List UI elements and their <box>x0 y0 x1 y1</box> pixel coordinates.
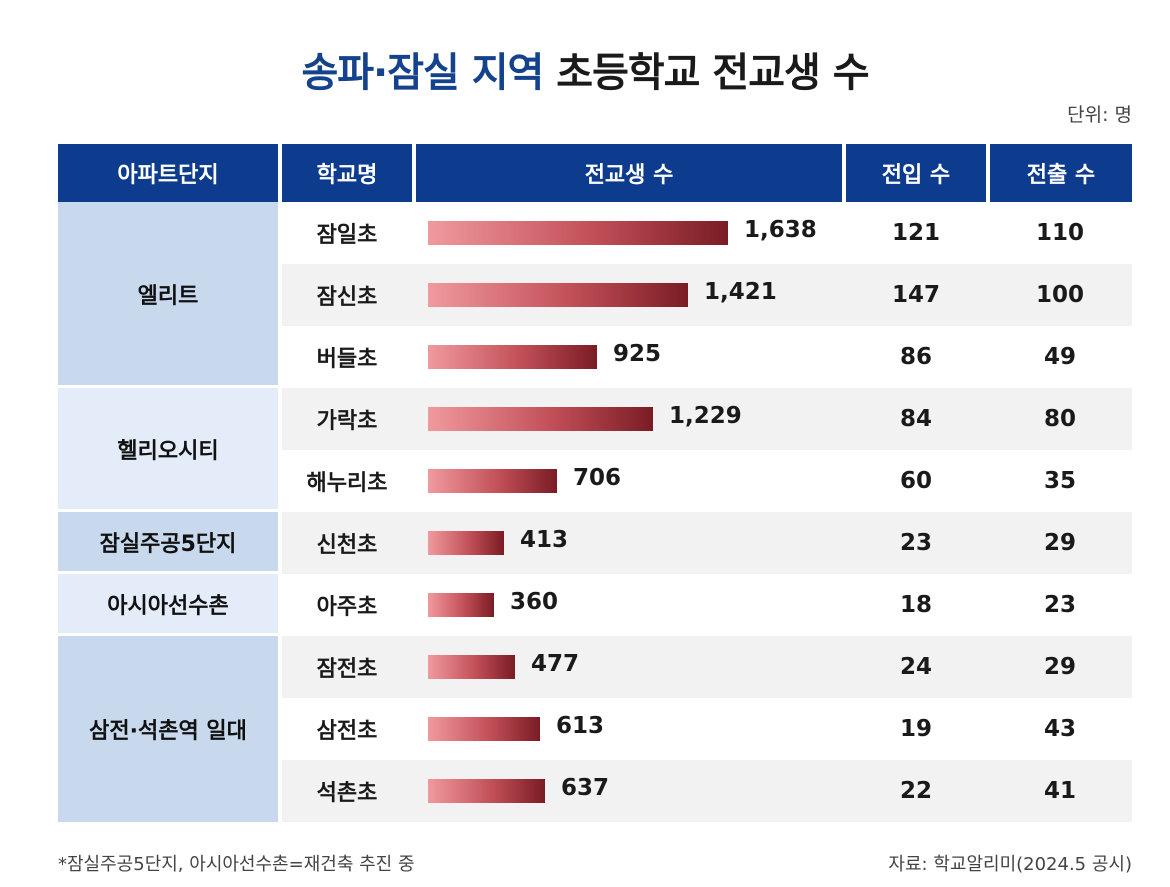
unit-label: 단위: 명 <box>1067 104 1132 126</box>
transfer-in-value: 19 <box>899 716 932 742</box>
row-background <box>282 326 1132 388</box>
transfer-out-value: 41 <box>1043 778 1076 804</box>
bar-value-label: 1,421 <box>704 279 777 305</box>
header-transfer-in: 전입 수 <box>846 144 986 202</box>
transfer-out-value: 29 <box>1043 654 1076 680</box>
source-note: 자료: 학교알리미(2024.5 공시) <box>888 854 1132 875</box>
title-rest: 초등학교 전교생 수 <box>543 50 869 96</box>
bar <box>428 717 540 741</box>
title-highlight: 송파·잠실 지역 <box>301 50 544 96</box>
complex-cell: 삼전·석촌역 일대 <box>58 636 278 822</box>
row-background <box>282 698 1132 760</box>
complex-cell: 헬리오시티 <box>58 388 278 509</box>
school-name: 잠일초 <box>316 223 378 248</box>
bar <box>428 345 597 369</box>
transfer-out-value: 29 <box>1043 530 1076 556</box>
bar-value-label: 1,229 <box>669 403 742 429</box>
bar-value-label: 477 <box>531 651 580 677</box>
bar <box>428 531 504 555</box>
transfer-out-value: 43 <box>1043 716 1076 742</box>
header-students: 전교생 수 <box>416 144 842 202</box>
complex-cell: 엘리트 <box>58 202 278 385</box>
transfer-out-value: 100 <box>1035 282 1084 308</box>
bar-value-label: 360 <box>510 589 559 615</box>
bar-value-label: 613 <box>556 713 605 739</box>
school-name: 해누리초 <box>306 471 388 496</box>
complex-cell: 아시아선수촌 <box>58 574 278 633</box>
header-school: 학교명 <box>282 144 412 202</box>
row-background <box>282 450 1132 512</box>
row-background <box>282 574 1132 636</box>
bar <box>428 655 515 679</box>
chart-title: 송파·잠실 지역 초등학교 전교생 수 <box>0 40 1170 98</box>
row-background <box>282 760 1132 822</box>
bar <box>428 593 494 617</box>
bar-value-label: 925 <box>613 341 662 367</box>
school-name: 잠신초 <box>316 285 378 310</box>
transfer-in-value: 60 <box>899 468 932 494</box>
row-background <box>282 388 1132 450</box>
school-name: 신천초 <box>316 533 378 558</box>
transfer-in-value: 147 <box>891 282 940 308</box>
transfer-in-value: 22 <box>899 778 932 804</box>
transfer-in-value: 24 <box>899 654 932 680</box>
school-name: 버들초 <box>316 347 378 372</box>
header-transfer-out: 전출 수 <box>990 144 1132 202</box>
row-background <box>282 636 1132 698</box>
school-name: 가락초 <box>316 409 378 434</box>
transfer-out-value: 110 <box>1035 220 1084 246</box>
transfer-in-value: 86 <box>899 344 932 370</box>
transfer-out-value: 23 <box>1043 592 1076 618</box>
school-name: 석촌초 <box>316 781 378 806</box>
bar <box>428 283 688 307</box>
footnote: *잠실주공5단지, 아시아선수촌=재건축 추진 중 <box>58 854 415 875</box>
bar-value-label: 637 <box>561 775 610 801</box>
row-background <box>282 512 1132 574</box>
bar <box>428 407 653 431</box>
bar <box>428 469 557 493</box>
header-complex: 아파트단지 <box>58 144 278 202</box>
transfer-out-value: 49 <box>1043 344 1076 370</box>
transfer-in-value: 18 <box>899 592 932 618</box>
complex-cell: 잠실주공5단지 <box>58 512 278 571</box>
bar <box>428 221 728 245</box>
transfer-in-value: 121 <box>891 220 940 246</box>
bar-value-label: 706 <box>573 465 622 491</box>
bar-value-label: 413 <box>520 527 569 553</box>
school-name: 아주초 <box>316 595 378 620</box>
row-background <box>282 264 1132 326</box>
bar <box>428 779 545 803</box>
transfer-out-value: 35 <box>1043 468 1076 494</box>
transfer-out-value: 80 <box>1043 406 1076 432</box>
transfer-in-value: 84 <box>899 406 932 432</box>
bar-value-label: 1,638 <box>744 217 817 243</box>
school-name: 잠전초 <box>316 657 378 682</box>
transfer-in-value: 23 <box>899 530 932 556</box>
school-name: 삼전초 <box>316 719 378 744</box>
